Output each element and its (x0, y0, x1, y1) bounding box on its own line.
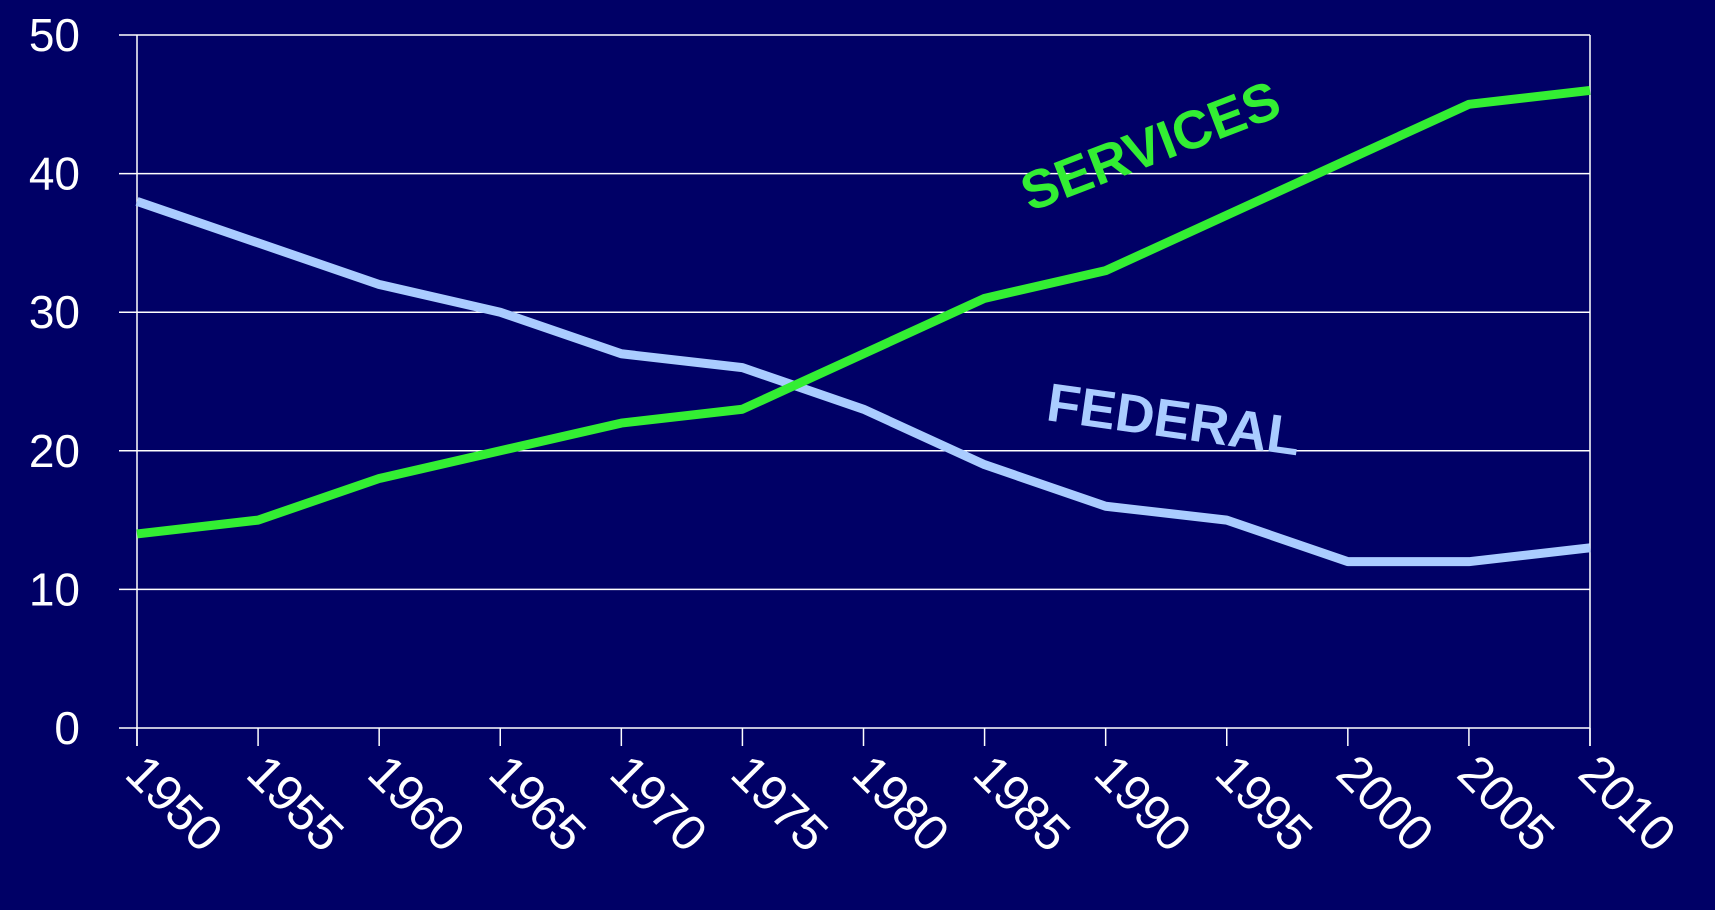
y-tick-label: 10 (29, 563, 80, 615)
y-tick-label: 20 (29, 425, 80, 477)
series-line (135, 197, 1591, 567)
series-line (136, 85, 1591, 539)
y-tick-label: 30 (29, 286, 80, 338)
y-tick-label: 50 (29, 9, 80, 61)
y-tick-label: 0 (54, 702, 80, 754)
y-tick-label: 40 (29, 148, 80, 200)
